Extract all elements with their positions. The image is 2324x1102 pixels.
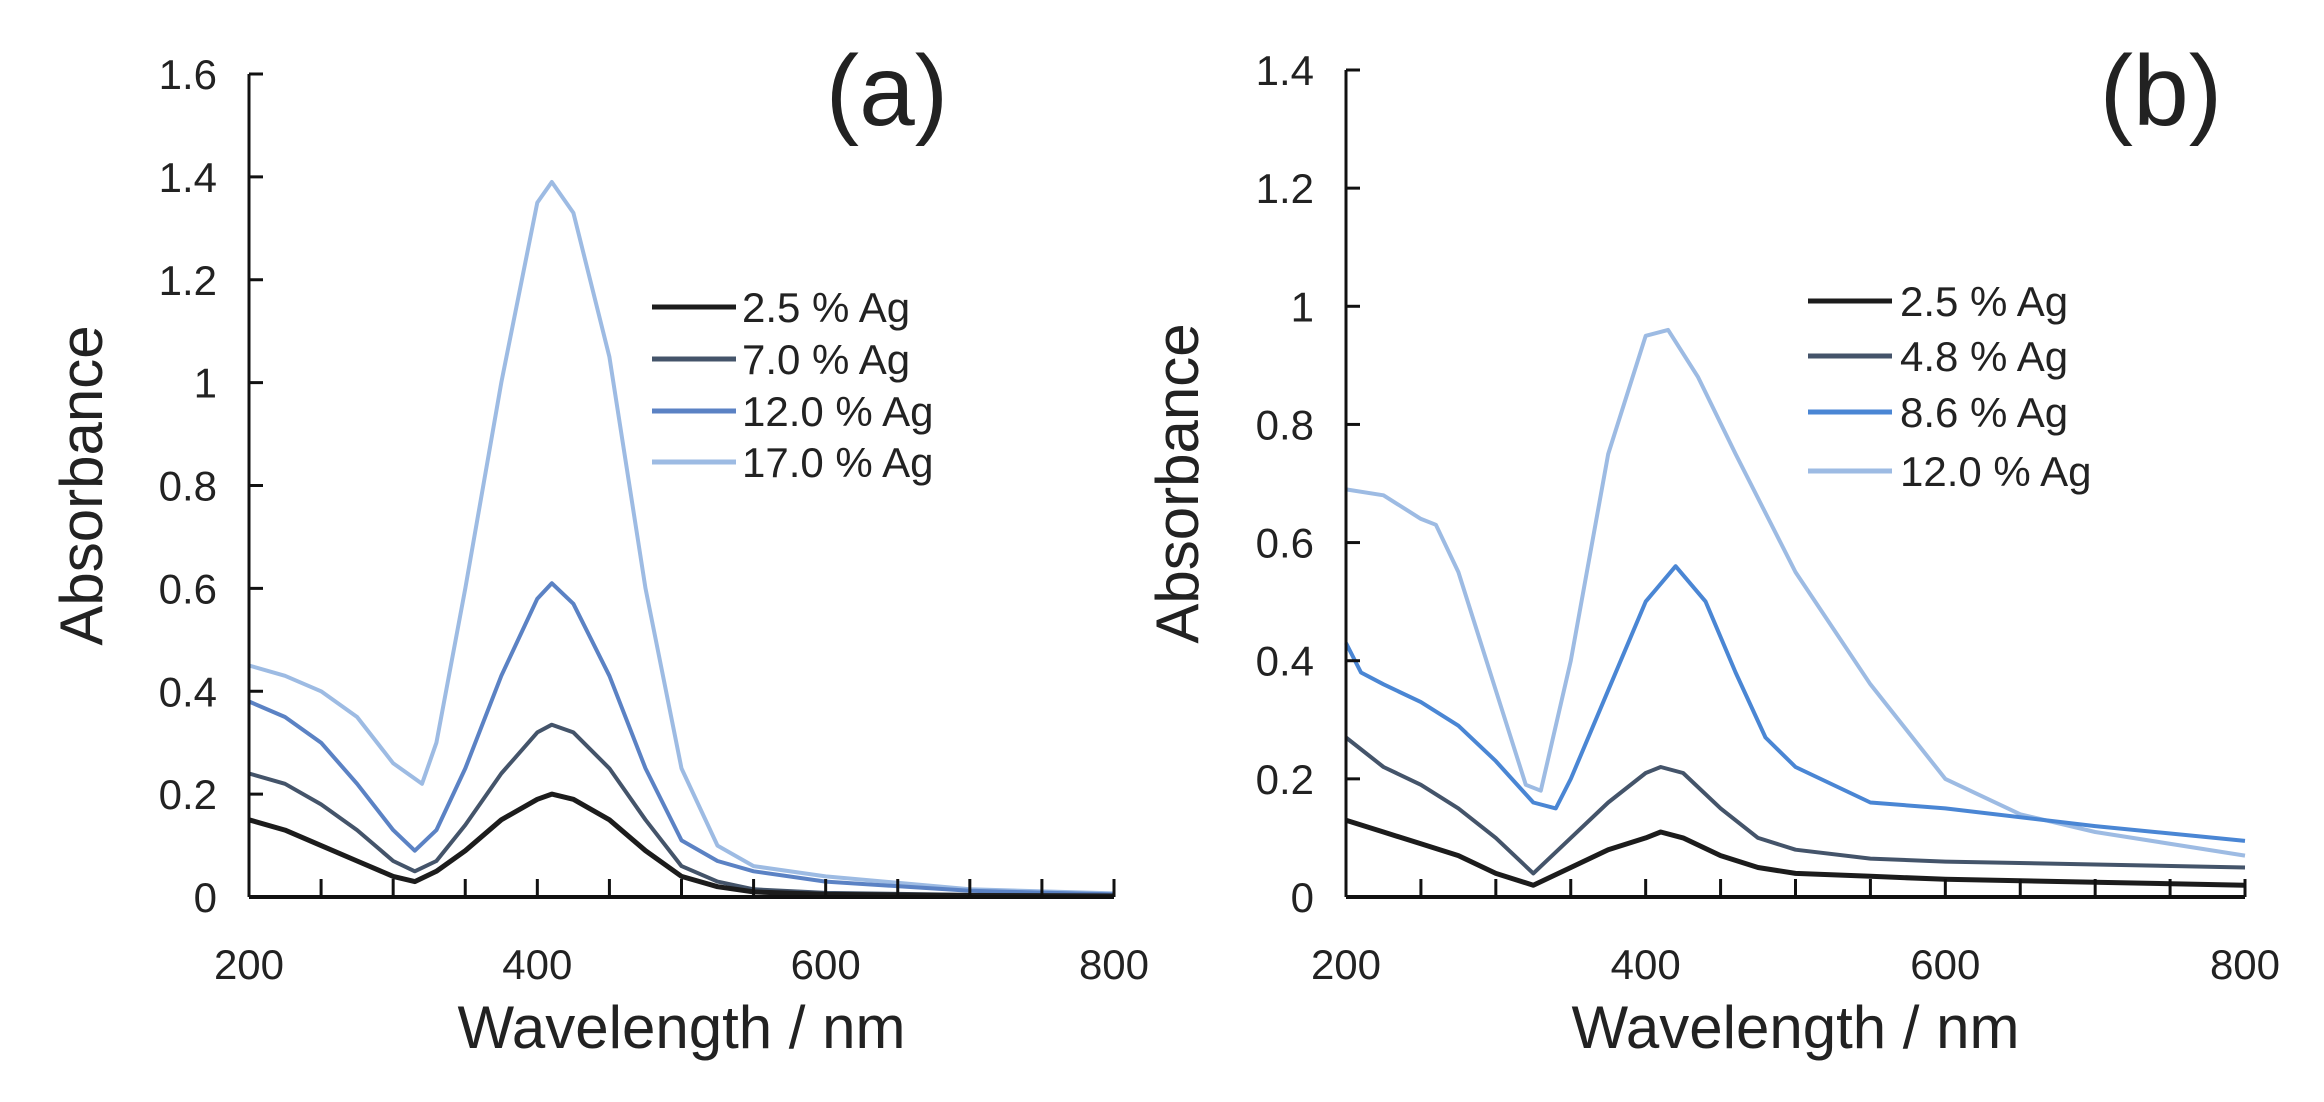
legend-label: 12.0 % Ag xyxy=(1900,448,2091,495)
panel-b: 0 0.2 0.4 0.6 0.8 1 1.2 1.4 200 400 600 800 Waveleng… xyxy=(1144,35,2280,1061)
panel-label: (b) xyxy=(2100,35,2222,147)
y-tick-label: 1.4 xyxy=(1256,47,1314,94)
legend-label: 17.0 % Ag xyxy=(742,439,933,486)
y-axis-title: Absorbance xyxy=(48,325,115,645)
series-line-12-0-ag xyxy=(1345,327,2246,858)
series-line-8-6-ag xyxy=(1344,564,2246,843)
x-axis-title: Wavelength / nm xyxy=(458,994,906,1061)
legend-label: 4.8 % Ag xyxy=(1900,333,2068,380)
y-tick-label: 0.2 xyxy=(1256,756,1314,803)
y-axis-title: Absorbance xyxy=(1144,323,1211,643)
x-tick-label: 800 xyxy=(1079,941,1149,988)
x-tick-label: 200 xyxy=(214,941,284,988)
y-tick-label: 0.6 xyxy=(159,565,217,612)
series-line-17-0-ag xyxy=(248,180,1115,896)
legend-label: 8.6 % Ag xyxy=(1900,389,2068,436)
y-tick-label: 1.6 xyxy=(159,51,217,98)
legend-label: 7.0 % Ag xyxy=(742,336,910,383)
legend-label: 12.0 % Ag xyxy=(742,388,933,435)
series-line-2-5-ag xyxy=(1345,817,2246,888)
x-tick-label: 800 xyxy=(2210,941,2280,988)
y-tick-label: 0.8 xyxy=(159,463,217,510)
y-tick-label: 1.2 xyxy=(1256,165,1314,212)
x-axis-title: Wavelength / nm xyxy=(1572,994,2020,1061)
y-tick-label: 1.4 xyxy=(159,154,217,201)
y-tick-label: 1 xyxy=(194,360,217,407)
panel-label: (a) xyxy=(826,35,948,147)
x-tick-label: 400 xyxy=(502,941,572,988)
y-tick-label: 0.4 xyxy=(1256,638,1314,685)
y-tick-label: 0.6 xyxy=(1256,520,1314,567)
y-tick-label: 0 xyxy=(1291,874,1314,921)
legend-label: 2.5 % Ag xyxy=(742,284,910,331)
series-line-2-5-ag xyxy=(248,791,1115,899)
y-tick-label: 1 xyxy=(1291,283,1314,330)
series-line-7-0-ag xyxy=(248,722,1115,898)
x-tick-label: 600 xyxy=(1910,941,1980,988)
y-tick-label: 0.2 xyxy=(159,771,217,818)
x-tick-label: 200 xyxy=(1311,941,1381,988)
legend-label: 2.5 % Ag xyxy=(1900,278,2068,325)
legend: 2.5 % Ag 4.8 % Ag 8.6 % Ag 12.0 % Ag xyxy=(1808,278,2091,495)
x-tick-label: 400 xyxy=(1611,941,1681,988)
y-tick-label: 0.4 xyxy=(159,668,217,715)
series-line-12-0-ag xyxy=(248,581,1115,897)
y-tick-label: 1.2 xyxy=(159,257,217,304)
y-tick-label: 0.8 xyxy=(1256,401,1314,448)
y-tick-label: 0 xyxy=(194,874,217,921)
x-tick-label: 600 xyxy=(791,941,861,988)
panel-a: 0 0.2 0.4 0.6 0.8 1 1.2 1.4 1.6 200 400 600 800 Wavel… xyxy=(48,35,1149,1061)
series-line-4-8-ag xyxy=(1344,735,2246,876)
